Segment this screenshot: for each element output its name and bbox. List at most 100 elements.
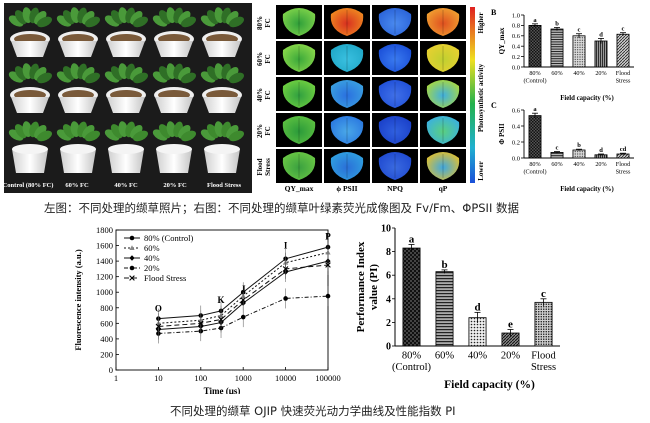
data-point: [198, 320, 204, 327]
category-label: Stress: [531, 362, 556, 373]
legend-label: 80% (Control): [144, 233, 194, 243]
category-label: 20%: [501, 351, 521, 362]
category-label: Stress: [616, 168, 631, 175]
significance-letter: b: [441, 259, 447, 271]
category-label: 60%: [551, 161, 562, 168]
leaf-image: [426, 152, 460, 180]
potted-plant: [200, 7, 244, 57]
leaf-image: [426, 8, 460, 36]
data-point: [129, 275, 135, 281]
leaf: [85, 72, 100, 84]
category-label: 40%: [573, 161, 584, 168]
data-point: [129, 255, 135, 261]
leaf: [130, 11, 143, 25]
x-tick-label: 100: [194, 373, 207, 383]
y-axis-label: Performance Index: [355, 241, 367, 332]
potted-plant: [200, 121, 244, 173]
pot-body: [203, 41, 241, 57]
series-path: [158, 295, 329, 334]
svg-text:60%: 60%: [256, 52, 264, 66]
pot-rim: [60, 144, 96, 154]
pot-rim: [12, 144, 48, 154]
y-tick-label: 200: [100, 349, 113, 359]
y-tick-label: 1400: [96, 256, 113, 266]
color-scale-bar: [470, 7, 475, 183]
photo-label: Flood Stress: [207, 182, 241, 189]
leaf-image: [330, 152, 364, 180]
pot-body: [203, 97, 241, 113]
leaf: [181, 16, 196, 28]
bar: [528, 24, 542, 68]
leaf: [229, 130, 244, 142]
pot-body: [107, 41, 145, 57]
leaf-image: [378, 152, 412, 180]
phi-psii-bar-chart: 0.0 0.2 0.4 0.6 a 80% (Control) c 60% b 40% d 20% cd F…: [490, 100, 646, 196]
significance-letter: d: [474, 301, 480, 313]
leaf: [82, 11, 95, 25]
y-axis-label: QY_max: [498, 27, 506, 54]
category-label: 80%: [529, 70, 540, 77]
category-label: (Control): [392, 362, 432, 373]
svg-text:40%: 40%: [256, 88, 264, 102]
significance-letter: c: [578, 27, 581, 34]
photo-label: 60% FC: [65, 182, 89, 189]
qy-max-bar-chart: 0.0 0.2 0.4 0.6 0.8 1.0 a 80% (Control) b 60% c 40% d…: [490, 3, 646, 103]
potted-plant: [152, 121, 196, 173]
leaf-image: [330, 8, 364, 36]
imaging-col-label: qP: [439, 184, 448, 193]
bar: [572, 149, 586, 159]
leaf: [181, 130, 196, 142]
x-axis-label: Field capacity (%): [444, 379, 535, 391]
svg-text:20%: 20%: [256, 124, 264, 138]
scale-mid-label: Photosynthetic activity: [477, 63, 485, 132]
y-tick-label: 400: [100, 334, 113, 344]
legend-entry: 40%: [124, 253, 160, 263]
y-axis-label: Φ PSII: [498, 123, 506, 144]
imaging-col-label: ϕ PSII: [336, 184, 357, 193]
leaf: [229, 72, 244, 84]
leaf: [85, 16, 100, 28]
potted-plant: [56, 63, 100, 113]
leaf: [226, 11, 239, 25]
potted-plant: [56, 7, 100, 57]
bar: [550, 152, 564, 159]
svg-text:FC: FC: [264, 54, 272, 63]
x-axis-label: Field capacity (%): [560, 95, 614, 102]
potted-plant: [152, 63, 196, 113]
pot-body: [155, 97, 193, 113]
leaf: [178, 67, 191, 81]
pot-body: [11, 97, 49, 113]
significance-letter: c: [556, 145, 559, 152]
y-tick-label: 0.2: [512, 139, 520, 146]
plant-photo-canvas: Control (80% FC) 60% FC 40% FC 20% FC Flood …: [3, 3, 252, 193]
leaf: [229, 16, 244, 28]
significance-letter: c: [622, 26, 625, 33]
leaf: [178, 125, 191, 139]
potted-plant: [8, 7, 52, 57]
y-tick-label: 1000: [96, 287, 113, 297]
leaf-image: [426, 44, 460, 72]
pi-bar-chart: 0 2 4 6 8 10 a 80% (Control) b 60% d 40% e 20% c Flood St…: [350, 218, 565, 398]
y-tick-label: 2: [386, 318, 391, 329]
data-point: [240, 297, 246, 303]
y-tick-label: 6: [386, 271, 391, 282]
leaf: [226, 67, 239, 81]
leaf: [130, 125, 143, 139]
x-axis-label: Time (μs): [204, 386, 241, 394]
leaf-image: [426, 80, 460, 108]
potted-plant: [200, 63, 244, 113]
pot-rim: [204, 144, 240, 154]
significance-letter: a: [533, 106, 537, 113]
svg-text:Flood: Flood: [256, 158, 264, 175]
y-tick-label: 0.4: [512, 43, 521, 50]
y-tick-label: 600: [100, 318, 113, 328]
pot-rim: [108, 144, 144, 154]
pot-body: [12, 149, 48, 173]
phase-annotation: O: [155, 304, 162, 314]
leaf-image: [282, 152, 316, 180]
potted-plant: [8, 63, 52, 113]
potted-plant: [104, 121, 148, 173]
scale-higher-label: Higher: [477, 13, 485, 34]
bar: [534, 301, 553, 347]
svg-text:Stress: Stress: [264, 158, 272, 176]
